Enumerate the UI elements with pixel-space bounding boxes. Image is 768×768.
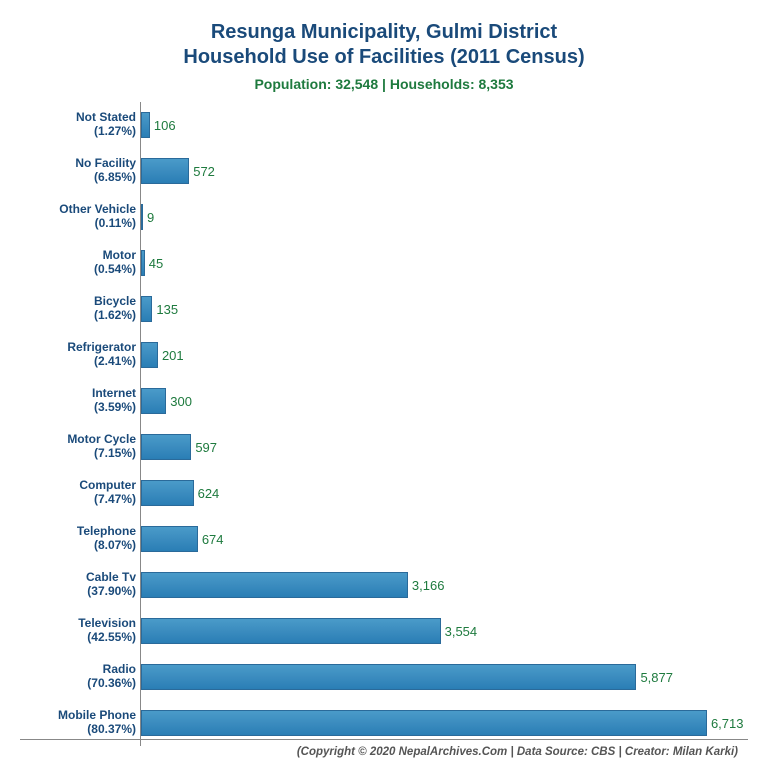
- bar-row: Motor(0.54%) 45: [20, 240, 748, 286]
- category-label: Internet(3.59%): [20, 387, 140, 415]
- category-label: Telephone(8.07%): [20, 525, 140, 553]
- bar: [141, 158, 189, 184]
- chart-subtitle: Population: 32,548 | Households: 8,353: [20, 76, 748, 92]
- bar-track: 624: [140, 470, 748, 516]
- category-label: No Facility(6.85%): [20, 157, 140, 185]
- bar-track: 135: [140, 286, 748, 332]
- bar: [141, 388, 166, 414]
- value-label: 135: [156, 302, 178, 317]
- value-label: 300: [170, 394, 192, 409]
- category-label: Cable Tv(37.90%): [20, 571, 140, 599]
- bar-row: Not Stated(1.27%) 106: [20, 102, 748, 148]
- bar-row: Refrigerator(2.41%) 201: [20, 332, 748, 378]
- bar-track: 5,877: [140, 654, 748, 700]
- chart-title: Resunga Municipality, Gulmi District Hou…: [20, 20, 748, 70]
- title-line-1: Resunga Municipality, Gulmi District: [20, 20, 748, 45]
- bar: [141, 480, 194, 506]
- bar-track: 3,166: [140, 562, 748, 608]
- value-label: 9: [147, 210, 154, 225]
- bar-row: Mobile Phone(80.37%) 6,713: [20, 700, 748, 746]
- value-label: 572: [193, 164, 215, 179]
- category-label: Computer(7.47%): [20, 479, 140, 507]
- bar-track: 674: [140, 516, 748, 562]
- bar-track: 6,713: [140, 700, 748, 746]
- value-label: 3,554: [445, 624, 478, 639]
- bar-row: No Facility(6.85%) 572: [20, 148, 748, 194]
- bar: [141, 572, 408, 598]
- category-label: Television(42.55%): [20, 617, 140, 645]
- category-label: Bicycle(1.62%): [20, 295, 140, 323]
- bar-row: Motor Cycle(7.15%) 597: [20, 424, 748, 470]
- value-label: 45: [149, 256, 163, 271]
- bar-row: Radio(70.36%) 5,877: [20, 654, 748, 700]
- chart-footer: (Copyright © 2020 NepalArchives.Com | Da…: [20, 746, 748, 758]
- bar-track: 201: [140, 332, 748, 378]
- plot-area: Not Stated(1.27%) 106 No Facility(6.85%) 57…: [20, 102, 748, 740]
- bar: [141, 710, 707, 736]
- value-label: 3,166: [412, 578, 445, 593]
- bar-row: Bicycle(1.62%) 135: [20, 286, 748, 332]
- category-label: Not Stated(1.27%): [20, 111, 140, 139]
- bar-row: Other Vehicle(0.11%) 9: [20, 194, 748, 240]
- bar: [141, 204, 143, 230]
- bar-track: 9: [140, 194, 748, 240]
- value-label: 6,713: [711, 716, 744, 731]
- bar-track: 300: [140, 378, 748, 424]
- title-line-2: Household Use of Facilities (2011 Census…: [20, 45, 748, 70]
- bar-row: Internet(3.59%) 300: [20, 378, 748, 424]
- category-label: Motor(0.54%): [20, 249, 140, 277]
- bar: [141, 342, 158, 368]
- chart-container: Resunga Municipality, Gulmi District Hou…: [0, 0, 768, 768]
- bar-row: Telephone(8.07%) 674: [20, 516, 748, 562]
- bar-track: 597: [140, 424, 748, 470]
- bar-track: 106: [140, 102, 748, 148]
- bar: [141, 434, 191, 460]
- bar: [141, 250, 145, 276]
- value-label: 674: [202, 532, 224, 547]
- bar-row: Computer(7.47%) 624: [20, 470, 748, 516]
- bar: [141, 618, 441, 644]
- value-label: 597: [195, 440, 217, 455]
- bar-track: 572: [140, 148, 748, 194]
- value-label: 106: [154, 118, 176, 133]
- bar: [141, 526, 198, 552]
- bar: [141, 664, 636, 690]
- bar: [141, 296, 152, 322]
- bar-track: 3,554: [140, 608, 748, 654]
- category-label: Other Vehicle(0.11%): [20, 203, 140, 231]
- value-label: 201: [162, 348, 184, 363]
- category-label: Mobile Phone(80.37%): [20, 709, 140, 737]
- value-label: 5,877: [640, 670, 673, 685]
- category-label: Refrigerator(2.41%): [20, 341, 140, 369]
- value-label: 624: [198, 486, 220, 501]
- bar-row: Cable Tv(37.90%) 3,166: [20, 562, 748, 608]
- category-label: Radio(70.36%): [20, 663, 140, 691]
- bar-track: 45: [140, 240, 748, 286]
- category-label: Motor Cycle(7.15%): [20, 433, 140, 461]
- bar-row: Television(42.55%) 3,554: [20, 608, 748, 654]
- bar: [141, 112, 150, 138]
